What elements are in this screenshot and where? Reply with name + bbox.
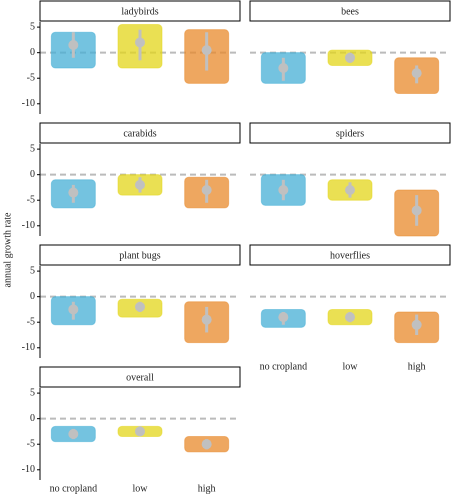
facet-title: overall	[126, 372, 154, 383]
x-tick-label: low	[343, 361, 359, 372]
y-tick-label: 5	[30, 143, 35, 154]
y-tick-label: 0	[30, 291, 35, 302]
mean-point	[201, 185, 212, 195]
x-tick-label: low	[133, 483, 149, 494]
mean-point	[135, 301, 145, 312]
mean-point	[345, 52, 355, 63]
facet-title: ladybirds	[121, 6, 158, 17]
y-tick-label: 0	[30, 413, 35, 424]
mean-point	[278, 63, 289, 73]
strip	[249, 244, 451, 266]
facet-title: plant bugs	[119, 250, 160, 261]
mean-point	[201, 439, 212, 450]
strip	[39, 0, 241, 22]
mean-point	[345, 185, 355, 195]
mean-point	[278, 185, 289, 195]
y-tick-label: -10	[22, 98, 35, 109]
facet-title: hoverflies	[330, 250, 370, 261]
strip	[39, 244, 241, 266]
y-tick-label: -5	[27, 317, 35, 328]
facet-title: carabids	[123, 128, 156, 139]
y-tick-label: -10	[22, 342, 35, 353]
y-tick-label: -5	[27, 439, 35, 450]
strip	[249, 0, 451, 22]
mean-point	[345, 312, 355, 323]
mean-point	[68, 187, 79, 198]
y-tick-label: 0	[30, 47, 35, 58]
x-tick-label: no cropland	[260, 361, 308, 372]
facet-title: spiders	[336, 128, 364, 139]
strip	[249, 122, 451, 144]
strip	[39, 366, 241, 388]
mean-point	[201, 314, 212, 325]
y-tick-label: 5	[30, 21, 35, 32]
x-tick-label: high	[408, 361, 426, 372]
y-tick-label: -10	[22, 220, 35, 231]
facet-title: bees	[341, 6, 359, 17]
x-tick-label: no cropland	[50, 483, 98, 494]
mean-point	[68, 40, 79, 50]
y-tick-label: -5	[27, 195, 35, 206]
mean-point	[68, 304, 79, 315]
mean-point	[278, 312, 289, 323]
mean-point	[411, 68, 422, 79]
y-tick-label: 0	[30, 169, 35, 180]
y-tick-label: -10	[22, 464, 35, 475]
mean-point	[201, 45, 212, 56]
mean-point	[135, 37, 145, 48]
strip	[39, 122, 241, 144]
y-axis-label: annual growth rate	[2, 212, 13, 288]
mean-point	[411, 319, 422, 330]
mean-point	[135, 426, 145, 437]
mean-point	[135, 179, 145, 190]
x-tick-label: high	[198, 483, 216, 494]
y-tick-label: 5	[30, 387, 35, 398]
mean-point	[411, 205, 422, 216]
y-tick-label: 5	[30, 265, 35, 276]
y-tick-label: -5	[27, 73, 35, 84]
mean-point	[68, 429, 79, 439]
